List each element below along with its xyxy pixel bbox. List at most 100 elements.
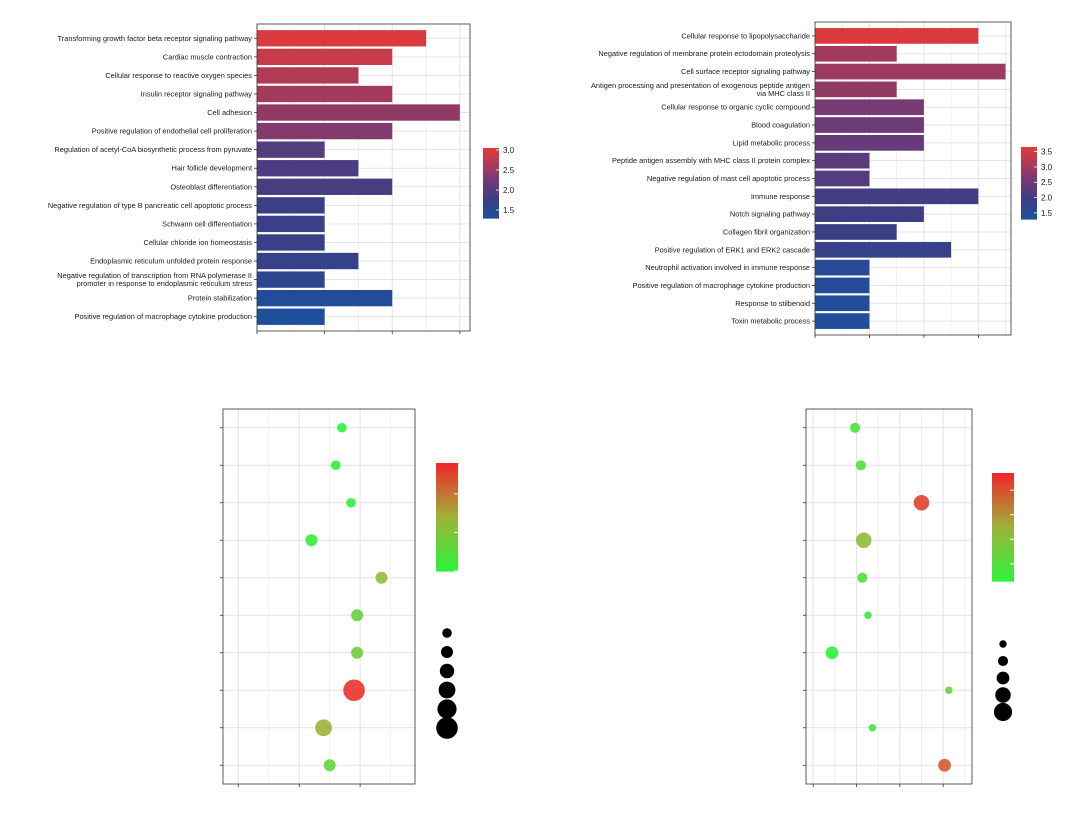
legend-gradient-step [483, 158, 499, 161]
legend-gradient-step [1021, 166, 1037, 170]
legend-gradient-step [1021, 172, 1037, 175]
legend-gradient-step [1021, 210, 1037, 213]
y-tick-label: Hair follicle development [171, 164, 252, 173]
data-point [351, 609, 364, 622]
y-tick-label: Negative regulation of mast cell apoptot… [647, 174, 810, 183]
legend-gradient-step [483, 148, 499, 151]
data-point [850, 422, 861, 433]
legend-gradient-step [436, 471, 458, 475]
legend-gradient-step [1021, 147, 1037, 150]
legend-gradient-step [436, 487, 458, 491]
y-tick-label: Transforming growth factor beta receptor… [58, 34, 253, 43]
legend-gradient-step [483, 155, 499, 158]
y-tick-label: Notch signaling pathway [730, 210, 810, 219]
legend-gradient-step [436, 514, 458, 518]
bar [815, 135, 924, 151]
legend-gradient-step [483, 214, 499, 217]
legend-gradient-step [992, 497, 1014, 501]
legend-gradient-step [1021, 199, 1037, 202]
size-legend-dot [995, 687, 1011, 703]
legend-gradient-step [436, 476, 458, 480]
legend-gradient-step [436, 533, 458, 537]
legend-gradient-step [436, 538, 458, 542]
legend-gradient-step [1021, 186, 1037, 189]
legend-gradient-step [436, 473, 458, 478]
size-legend-dot [993, 702, 1013, 722]
legend-gradient-step [483, 172, 499, 175]
bar [815, 277, 870, 294]
legend-gradient-step [483, 167, 499, 170]
legend-gradient-step [436, 519, 458, 523]
y-tick-label: Collagen fibril organization [723, 227, 810, 236]
legend-gradient-step [436, 500, 458, 505]
legend-tick-label: 2.0 [503, 186, 515, 195]
y-tick-label: Positive regulation of endothelial cell … [92, 127, 252, 136]
data-point [337, 422, 347, 433]
bar [815, 241, 952, 258]
legend-gradient-step [992, 475, 1014, 479]
panel-c-kegg-up [220, 408, 458, 787]
legend-gradient-step [483, 169, 499, 172]
bar [257, 48, 393, 66]
legend-gradient-step [483, 204, 499, 207]
y-tick-label: Cellular response to lipopolysaccharide [681, 31, 810, 40]
legend-gradient-step [483, 181, 499, 184]
data-point [864, 611, 872, 619]
legend-gradient-step [1021, 193, 1037, 197]
bar [815, 28, 979, 44]
legend-gradient-step [1021, 150, 1037, 153]
legend-gradient-step [436, 511, 458, 515]
bar [257, 289, 393, 307]
bar [815, 188, 979, 205]
legend-gradient-step [992, 486, 1014, 490]
legend-gradient-step [436, 463, 458, 467]
bar [257, 122, 393, 140]
bar [815, 152, 870, 169]
legend-gradient-step [436, 535, 458, 540]
legend-gradient-step [436, 549, 458, 553]
legend-gradient-step [1021, 159, 1037, 162]
size-legend-dot [997, 655, 1009, 667]
legend-gradient-step [992, 489, 1014, 493]
bar [257, 252, 359, 270]
legend-gradient-step [1021, 152, 1037, 155]
data-point [855, 460, 866, 471]
legend-gradient-step [436, 503, 458, 507]
size-legend-dot [437, 699, 457, 719]
legend-gradient-step [992, 562, 1014, 566]
legend-gradient-step [483, 186, 499, 189]
size-legend-dot [436, 717, 458, 739]
legend-gradient-step [483, 195, 499, 198]
size-legend-dot [999, 640, 1007, 648]
y-tick-label: Blood coagulation [751, 121, 810, 130]
legend-gradient-step [483, 170, 499, 174]
size-legend-dot [438, 681, 456, 699]
legend-gradient-step [483, 212, 499, 216]
bar [257, 160, 359, 177]
legend-gradient-step [992, 535, 1014, 539]
bar [257, 85, 393, 103]
legend-gradient-step [992, 570, 1014, 574]
legend-gradient-step [992, 516, 1014, 520]
legend-gradient-step [992, 529, 1014, 533]
legend-gradient-step [992, 572, 1014, 577]
legend-gradient-step [1021, 161, 1037, 164]
y-tick-label: Regulation of acetyl-CoA biosynthetic pr… [54, 145, 252, 154]
legend-gradient-step [436, 527, 458, 532]
legend-gradient-step [483, 205, 499, 209]
bar [257, 104, 460, 121]
bar [257, 215, 325, 233]
legend-tick-label: 2.5 [503, 166, 515, 175]
legend-gradient-step [992, 500, 1014, 504]
legend-gradient-step [992, 540, 1014, 544]
legend-gradient-step [483, 191, 499, 195]
legend-gradient-step [1021, 213, 1037, 216]
legend-gradient-step [483, 197, 499, 200]
y-tick-label: Positive regulation of macrophage cytoki… [633, 281, 810, 290]
legend-gradient-step [483, 179, 499, 182]
y-tick-label-line: Negative regulation of transcription fro… [57, 271, 252, 280]
legend-gradient-step [1021, 215, 1037, 218]
bar [257, 308, 325, 325]
legend-gradient-step [992, 545, 1014, 550]
